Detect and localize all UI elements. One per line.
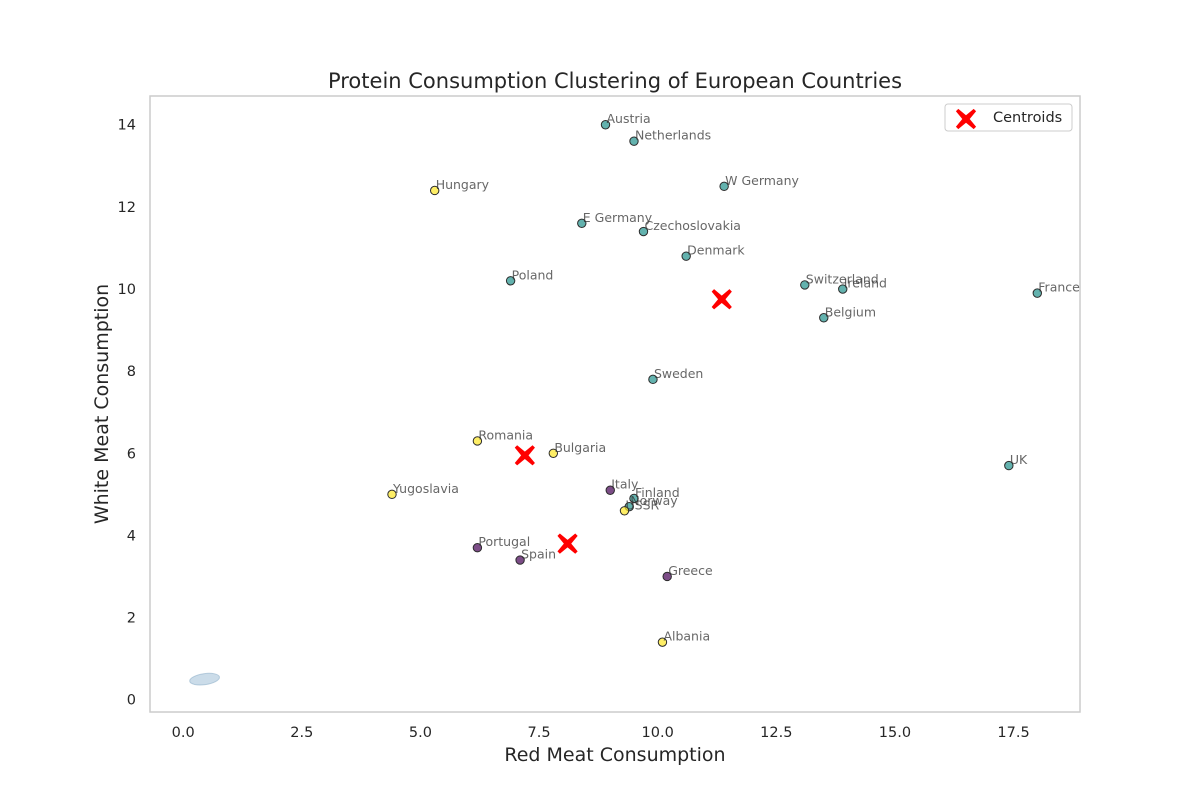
point-label-hungary: Hungary	[436, 177, 490, 192]
point-label-poland: Poland	[512, 267, 554, 282]
y-tick-label: 14	[118, 118, 136, 134]
plot-area-frame	[149, 95, 1081, 713]
x-tick-label: 17.5	[997, 725, 1029, 741]
data-point-france	[1032, 288, 1042, 298]
x-axis-ticks: 0.0 2.5 5.0 7.5 10.0 12.5 15.0 17.5	[172, 725, 1030, 741]
x-tick-label: 10.0	[642, 725, 674, 741]
x-tick-label: 7.5	[528, 725, 551, 741]
legend-label-centroids: Centroids	[993, 110, 1062, 126]
data-point-w-germany	[719, 181, 729, 192]
point-label-belgium: Belgium	[825, 304, 876, 319]
data-point-sweden	[648, 374, 658, 385]
data-point-switzerland	[800, 280, 810, 290]
chart-title: Protein Consumption Clustering of Europe…	[328, 69, 902, 93]
centroid-marker-2	[557, 533, 578, 554]
data-point-greece	[662, 571, 672, 582]
data-point-finland	[629, 493, 639, 504]
centroid-marker-1	[514, 445, 535, 466]
point-label-greece: Greece	[668, 563, 713, 578]
point-label-ussr: USSR	[625, 497, 659, 512]
x-axis-label: Red Meat Consumption	[504, 744, 725, 766]
y-tick-label: 8	[127, 364, 136, 380]
point-label-norway: Norway	[630, 493, 678, 508]
data-point-italy	[605, 485, 615, 495]
point-label-ireland: Ireland	[844, 276, 887, 291]
point-label-czechoslovakia: Czechoslovakia	[644, 218, 740, 233]
point-label-switzerland: Switzerland	[806, 271, 879, 286]
data-point-netherlands	[629, 136, 639, 146]
data-point-e-germany	[577, 218, 587, 229]
point-label-finland: Finland	[635, 485, 680, 500]
point-label-spain: Spain	[521, 547, 556, 562]
point-label-romania: Romania	[478, 427, 533, 442]
data-point-yugoslavia	[387, 489, 397, 500]
x-tick-label: 15.0	[879, 725, 911, 741]
point-label-bulgaria: Bulgaria	[554, 440, 606, 455]
point-label-denmark: Denmark	[687, 243, 745, 258]
point-label-italy: Italy	[611, 477, 639, 492]
x-tick-label: 5.0	[409, 725, 432, 741]
data-point-portugal	[472, 543, 483, 553]
point-label-sweden: Sweden	[654, 366, 703, 381]
point-label-albania: Albania	[663, 629, 710, 644]
y-axis-label: White Meat Consumption	[91, 284, 113, 524]
y-tick-label: 12	[118, 200, 136, 216]
legend: Centroids	[944, 103, 1073, 132]
y-tick-label: 6	[127, 446, 136, 462]
centroid-marker-0	[711, 289, 732, 310]
data-point-ussr	[619, 506, 630, 516]
point-label-yugoslavia: Yugoslavia	[392, 481, 459, 496]
plot-marks: Albania Austria Belgium Bulgaria Czechoslova…	[189, 111, 1080, 686]
point-label-portugal: Portugal	[478, 534, 530, 549]
legend-box	[944, 103, 1073, 132]
y-tick-label: 0	[127, 693, 136, 709]
x-tick-label: 0.0	[172, 725, 195, 741]
legend-centroid-marker	[955, 108, 977, 130]
data-point-albania	[657, 637, 668, 647]
point-label-e-germany: E Germany	[583, 210, 653, 225]
data-point-ireland	[838, 284, 848, 294]
data-point-romania	[472, 436, 483, 446]
point-label-w-germany: W Germany	[725, 173, 799, 188]
point-label-netherlands: Netherlands	[635, 128, 711, 143]
y-tick-label: 2	[127, 611, 136, 627]
data-point-spain	[515, 555, 525, 565]
y-axis-ticks: 0 2 4 6 8 10 12 14	[118, 118, 136, 709]
point-label-uk: UK	[1010, 452, 1028, 467]
data-point-uk	[1004, 460, 1014, 471]
data-point-bulgaria	[548, 448, 559, 458]
data-point-hungary	[429, 185, 440, 196]
point-label-austria: Austria	[607, 111, 651, 126]
x-tick-label: 12.5	[760, 725, 792, 741]
data-point-belgium	[819, 313, 829, 323]
data-point-poland	[505, 276, 516, 286]
point-label-france: France	[1038, 280, 1080, 295]
y-tick-label: 4	[127, 528, 136, 544]
data-point-denmark	[681, 251, 691, 261]
data-point-austria	[600, 120, 611, 130]
y-tick-label: 10	[118, 282, 136, 298]
data-point-czechoslovakia	[638, 226, 649, 237]
x-tick-label: 2.5	[290, 725, 313, 741]
stray-ellipse-mark	[189, 672, 220, 686]
